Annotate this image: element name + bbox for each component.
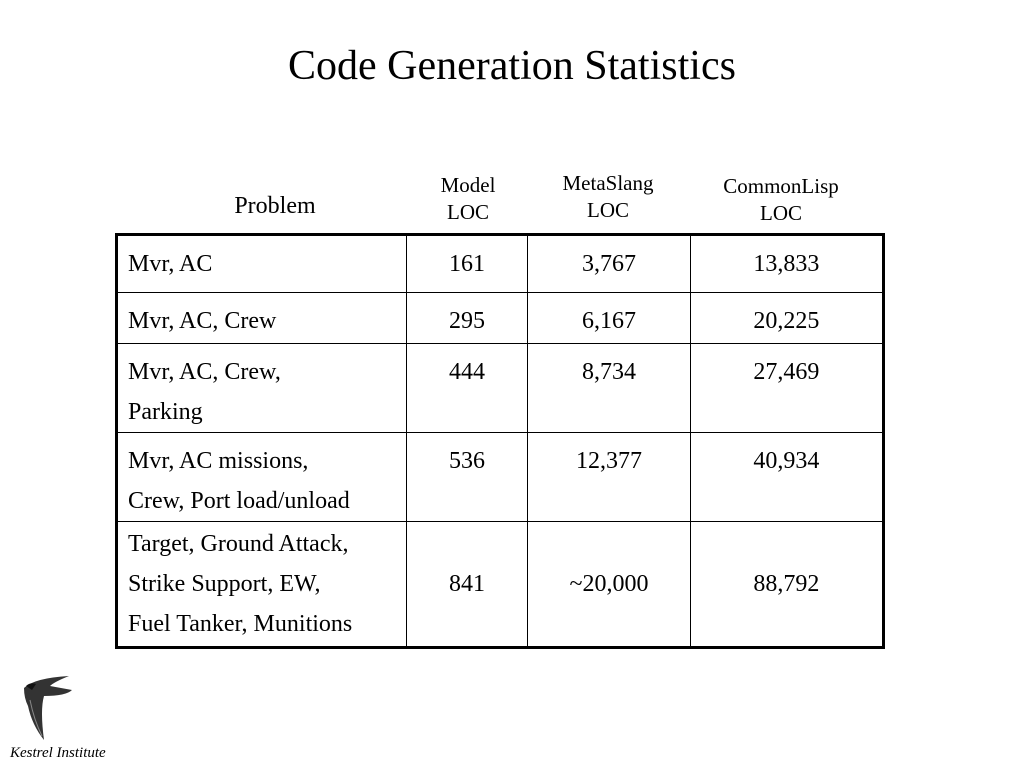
cell-problem: Mvr, AC, Crew bbox=[116, 292, 407, 344]
institute-name: Kestrel Institute bbox=[10, 745, 106, 761]
cell-commonlisp: 20,225 bbox=[689, 292, 885, 344]
header-commonlisp: CommonLisp LOC bbox=[700, 173, 862, 227]
cell-commonlisp: 88,792 bbox=[689, 521, 885, 648]
cell-metaslang: 6,167 bbox=[527, 292, 691, 344]
problem-line: Parking bbox=[128, 399, 203, 425]
header-metaslang: MetaSlang LOC bbox=[538, 170, 678, 224]
table-row: Mvr, AC, Crew, Parking 444 8,734 27,469 bbox=[116, 343, 885, 433]
cell-commonlisp: 27,469 bbox=[689, 343, 885, 433]
header-problem: Problem bbox=[234, 193, 316, 219]
header-line: Model bbox=[440, 173, 496, 197]
problem-line: Target, Ground Attack, bbox=[128, 531, 349, 557]
table-row: Mvr, AC 161 3,767 13,833 bbox=[116, 234, 885, 293]
cell-metaslang: ~20,000 bbox=[527, 521, 691, 648]
header-model: Model LOC bbox=[418, 172, 518, 226]
cell-model: 536 bbox=[405, 432, 529, 522]
cell-problem: Mvr, AC missions, Crew, Port load/unload bbox=[116, 432, 407, 522]
problem-line: Mvr, AC bbox=[128, 251, 213, 277]
slide-title: Code Generation Statistics bbox=[288, 43, 736, 89]
table-row: Target, Ground Attack, Strike Support, EW… bbox=[116, 521, 885, 648]
cell-commonlisp: 13,833 bbox=[689, 234, 885, 293]
cell-metaslang: 8,734 bbox=[527, 343, 691, 433]
problem-line: Fuel Tanker, Munitions bbox=[128, 611, 353, 637]
table-row: Mvr, AC, Crew 295 6,167 20,225 bbox=[116, 292, 885, 344]
stats-table: Mvr, AC 161 3,767 13,833 Mvr, AC, Crew 295 6,1… bbox=[115, 233, 885, 649]
problem-line: Strike Support, EW, bbox=[128, 571, 321, 597]
header-line: LOC bbox=[587, 198, 629, 222]
cell-commonlisp: 40,934 bbox=[689, 432, 885, 522]
cell-problem: Mvr, AC bbox=[116, 234, 407, 293]
header-line: LOC bbox=[760, 201, 802, 225]
problem-line: Mvr, AC missions, bbox=[128, 448, 309, 474]
cell-metaslang: 3,767 bbox=[527, 234, 691, 293]
cell-model: 444 bbox=[405, 343, 529, 433]
cell-model: 295 bbox=[405, 292, 529, 344]
header-line: LOC bbox=[447, 200, 489, 224]
header-line: CommonLisp bbox=[723, 174, 839, 198]
problem-line: Crew, Port load/unload bbox=[128, 488, 350, 514]
cell-metaslang: 12,377 bbox=[527, 432, 691, 522]
problem-line: Mvr, AC, Crew bbox=[128, 308, 277, 334]
problem-line: Mvr, AC, Crew, bbox=[128, 359, 281, 385]
table-row: Mvr, AC missions, Crew, Port load/unload 5… bbox=[116, 432, 885, 522]
cell-model: 161 bbox=[405, 234, 529, 293]
header-line: MetaSlang bbox=[562, 171, 654, 195]
cell-problem: Mvr, AC, Crew, Parking bbox=[116, 343, 407, 433]
cell-problem: Target, Ground Attack, Strike Support, EW… bbox=[116, 521, 407, 648]
kestrel-logo bbox=[24, 676, 72, 740]
cell-model: 841 bbox=[405, 521, 529, 648]
